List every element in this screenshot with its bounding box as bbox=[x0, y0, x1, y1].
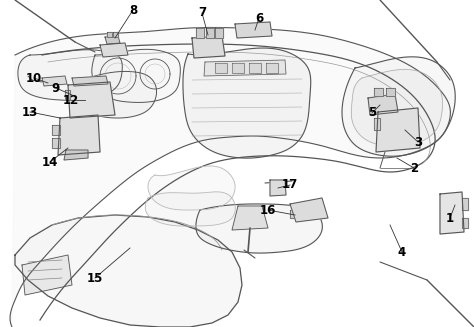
Text: 2: 2 bbox=[410, 162, 418, 175]
Polygon shape bbox=[72, 76, 108, 86]
Polygon shape bbox=[204, 60, 286, 76]
Polygon shape bbox=[192, 36, 225, 58]
Text: 13: 13 bbox=[22, 106, 38, 118]
Polygon shape bbox=[351, 69, 443, 146]
Text: 4: 4 bbox=[398, 246, 406, 259]
Polygon shape bbox=[52, 125, 60, 135]
Text: 7: 7 bbox=[198, 7, 206, 20]
Text: 3: 3 bbox=[414, 135, 422, 148]
Text: 17: 17 bbox=[282, 179, 298, 192]
Polygon shape bbox=[376, 108, 420, 152]
Polygon shape bbox=[22, 255, 72, 295]
Text: 16: 16 bbox=[260, 203, 276, 216]
Polygon shape bbox=[183, 48, 311, 158]
Polygon shape bbox=[148, 166, 235, 210]
Polygon shape bbox=[232, 63, 244, 73]
Polygon shape bbox=[92, 49, 180, 102]
Polygon shape bbox=[462, 218, 468, 228]
Polygon shape bbox=[65, 90, 70, 100]
Polygon shape bbox=[249, 63, 261, 73]
Polygon shape bbox=[232, 206, 268, 230]
Polygon shape bbox=[368, 94, 398, 115]
Polygon shape bbox=[42, 76, 67, 86]
Text: 8: 8 bbox=[129, 4, 137, 16]
Polygon shape bbox=[235, 22, 272, 38]
Text: 6: 6 bbox=[255, 11, 263, 25]
Polygon shape bbox=[15, 215, 242, 327]
Polygon shape bbox=[374, 88, 383, 96]
Polygon shape bbox=[290, 210, 295, 218]
Text: 10: 10 bbox=[26, 72, 42, 84]
Polygon shape bbox=[64, 150, 88, 160]
Polygon shape bbox=[342, 57, 455, 156]
Polygon shape bbox=[107, 32, 112, 37]
Polygon shape bbox=[146, 192, 235, 226]
Polygon shape bbox=[266, 63, 278, 73]
Polygon shape bbox=[196, 204, 322, 253]
Polygon shape bbox=[215, 28, 223, 38]
Polygon shape bbox=[374, 118, 380, 130]
Polygon shape bbox=[100, 43, 128, 57]
Polygon shape bbox=[18, 50, 122, 100]
Polygon shape bbox=[290, 198, 328, 222]
Polygon shape bbox=[215, 63, 227, 73]
Polygon shape bbox=[68, 82, 115, 118]
Polygon shape bbox=[440, 192, 464, 234]
Polygon shape bbox=[78, 71, 156, 118]
Polygon shape bbox=[196, 28, 204, 38]
Text: 15: 15 bbox=[87, 271, 103, 284]
Polygon shape bbox=[206, 28, 214, 38]
Text: 12: 12 bbox=[63, 94, 79, 107]
Polygon shape bbox=[10, 27, 450, 327]
Polygon shape bbox=[113, 32, 118, 37]
Polygon shape bbox=[462, 198, 468, 210]
Text: 1: 1 bbox=[446, 212, 454, 225]
Polygon shape bbox=[386, 88, 395, 96]
Text: 14: 14 bbox=[42, 156, 58, 168]
Polygon shape bbox=[270, 180, 286, 196]
Polygon shape bbox=[52, 138, 60, 148]
Text: 9: 9 bbox=[52, 81, 60, 95]
Polygon shape bbox=[105, 36, 120, 44]
Text: 5: 5 bbox=[368, 107, 376, 119]
Polygon shape bbox=[58, 115, 100, 155]
